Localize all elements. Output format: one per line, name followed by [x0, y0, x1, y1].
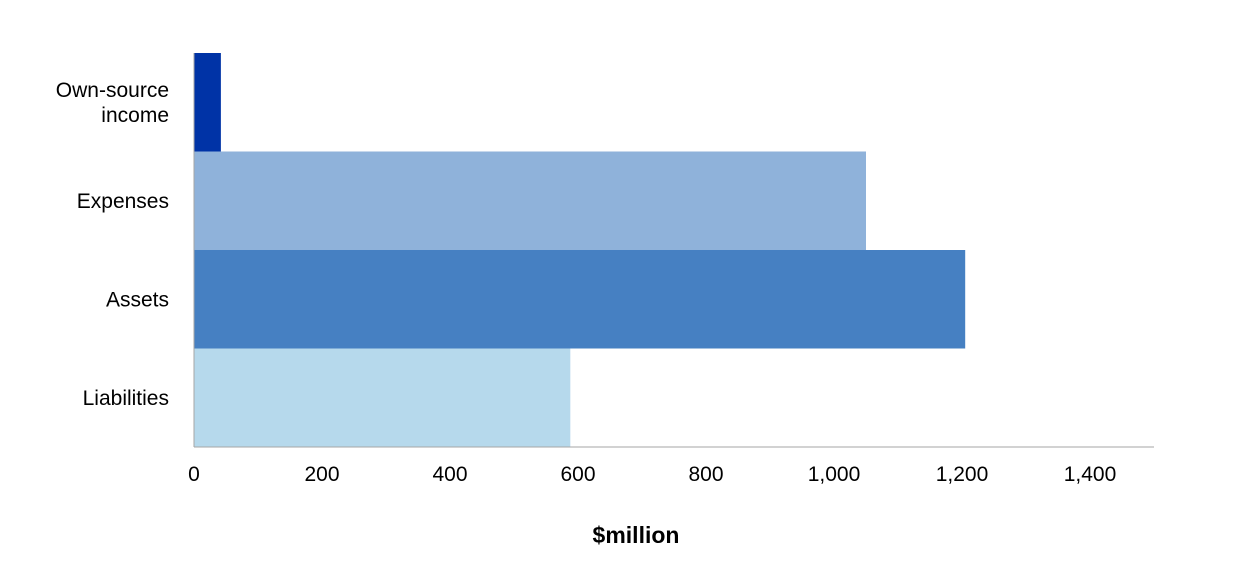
- x-tick-label: 0: [188, 463, 200, 486]
- category-labels-group: Own-source income Expenses Assets Liabilitie…: [56, 79, 169, 410]
- bar-liabilities: [194, 348, 571, 447]
- x-tick-labels-group: 0 200 400 600 800 1,000 1,200 1,400: [188, 463, 1116, 486]
- x-axis-title: $million: [593, 522, 680, 548]
- x-tick-label: 1,200: [936, 463, 989, 486]
- category-label-expenses: Expenses: [77, 190, 169, 213]
- x-tick-label: 400: [432, 463, 467, 486]
- x-tick-label: 1,400: [1064, 463, 1117, 486]
- category-label-line: Own-source: [56, 79, 169, 102]
- bar-own-source-income: [194, 53, 221, 152]
- category-label-liabilities: Liabilities: [83, 387, 169, 410]
- category-label-line: Assets: [106, 288, 169, 311]
- x-tick-label: 200: [304, 463, 339, 486]
- category-label-assets: Assets: [106, 288, 169, 311]
- bar-expenses: [194, 151, 866, 250]
- category-label-line: Expenses: [77, 190, 169, 213]
- x-tick-label: 800: [688, 463, 723, 486]
- category-label-line: income: [101, 104, 169, 127]
- x-tick-label: 600: [560, 463, 595, 486]
- category-label-own-source-income: Own-source income: [56, 79, 169, 127]
- category-label-line: Liabilities: [83, 387, 169, 410]
- bars-group: [194, 53, 966, 447]
- x-tick-label: 1,000: [808, 463, 861, 486]
- bar-assets: [194, 250, 966, 349]
